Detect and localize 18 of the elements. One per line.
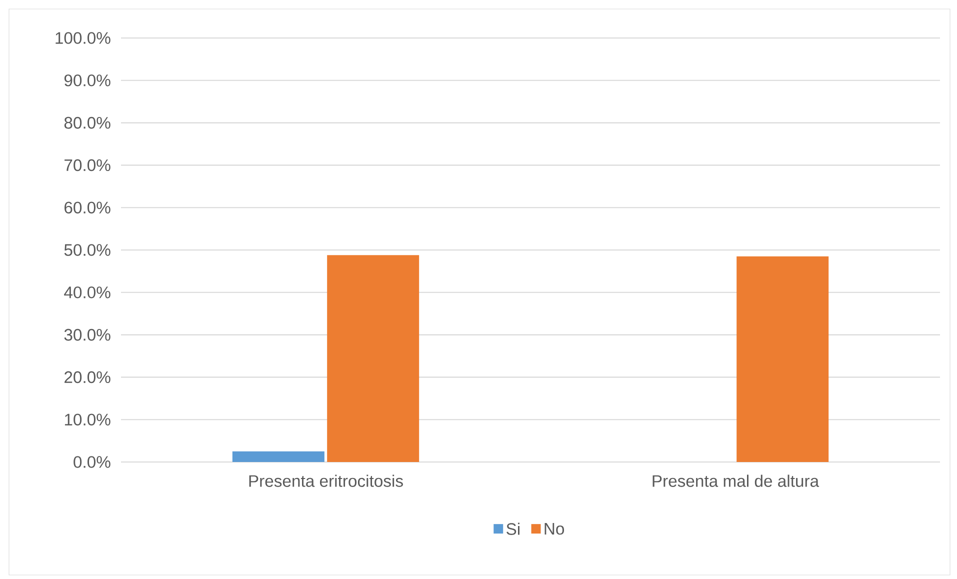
y-tick-label: 80.0% (64, 116, 110, 129)
bar (327, 255, 420, 462)
y-tick-label: 40.0% (64, 286, 110, 298)
x-tick-label: Presenta mal de altura (652, 474, 820, 487)
legend-label: Si (506, 522, 520, 535)
y-tick-label: 90.0% (64, 74, 110, 86)
y-tick-label: 70.0% (64, 159, 110, 172)
legend-label: No (544, 523, 564, 535)
y-tick-label: 60.0% (64, 202, 110, 214)
y-tick-label: 50.0% (64, 244, 110, 256)
x-tick-label: Presenta eritrocitosis (249, 474, 403, 487)
y-tick-label: 0.0% (74, 456, 110, 468)
y-tick-label: 30.0% (64, 328, 110, 341)
bar (232, 451, 324, 462)
y-tick-label: 20.0% (64, 371, 110, 384)
bar (736, 256, 829, 462)
y-tick-label: 10.0% (64, 414, 110, 426)
y-tick-label: 100.0% (56, 32, 110, 44)
